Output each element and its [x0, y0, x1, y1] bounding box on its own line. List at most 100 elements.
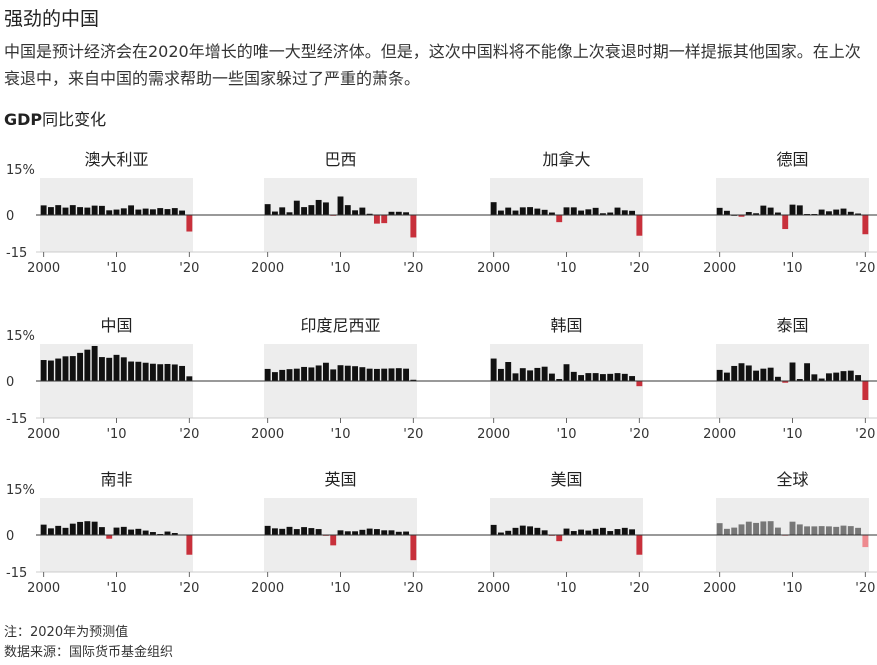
panel-澳大利亚-xtick-label-2020: '20 [179, 261, 199, 276]
panel-加拿大-bar-2010 [563, 207, 570, 215]
panel-中国-bar-2003 [62, 356, 69, 381]
panel-英国-bar-2002 [279, 528, 286, 535]
panel-韩国-bar-2015 [599, 374, 606, 381]
panel-泰国-xtick-label-2020: '20 [855, 427, 875, 442]
panel-巴西-bar-2005 [301, 207, 308, 215]
panel-加拿大-title: 加拿大 [542, 150, 590, 169]
panel-澳大利亚-bar-2010 [113, 209, 120, 215]
panel-南非-bar-2018 [171, 533, 178, 535]
panel-中国-bar-2008 [98, 357, 105, 381]
panel-英国-bar-2000 [264, 525, 271, 535]
panel-韩国-bar-2002 [505, 362, 512, 381]
panel-泰国-bar-2003 [738, 363, 745, 381]
panel-美国-bar-2009 [556, 535, 563, 542]
panel-加拿大-bar-2001 [497, 210, 504, 215]
panel-加拿大-bar-2020 [636, 215, 643, 236]
panel-美国-bar-2017 [614, 529, 621, 535]
panel-南非-bar-2004 [69, 523, 76, 535]
panel-澳大利亚-xtick-label-2000: 2000 [27, 261, 60, 276]
panel-澳大利亚-bar-2004 [69, 205, 76, 215]
panel-全球-bar-2013 [811, 526, 818, 535]
panel-英国-title: 英国 [324, 470, 356, 489]
panel-南非-bar-2011 [120, 526, 127, 535]
panel-加拿大-xtick-label-2010: '10 [556, 261, 576, 276]
panel-中国-xtick-label-2000: 2000 [27, 427, 60, 442]
panel-澳大利亚-ytick-label: -15 [6, 246, 27, 261]
panel-巴西-bar-2002 [279, 207, 286, 215]
panel-印度尼西亚-xtick-label-2000: 2000 [251, 427, 284, 442]
panel-加拿大-bar-2018 [621, 210, 628, 215]
panel-加拿大-bar-2007 [541, 209, 548, 215]
panel-巴西-bar-2018 [395, 211, 402, 215]
panel-德国-bar-2017 [840, 208, 847, 215]
panel-澳大利亚-bar-2008 [98, 205, 105, 215]
panel-德国-bar-2006 [760, 205, 767, 215]
panel-泰国-bar-2019 [855, 375, 862, 381]
panel-全球-bar-2002 [731, 527, 738, 535]
panel-英国-bar-2013 [359, 529, 366, 535]
panel-韩国-xtick-label-2010: '10 [556, 427, 576, 442]
panel-印度尼西亚-bar-2010 [337, 365, 344, 381]
panel-南非-bar-2003 [62, 527, 69, 535]
panel-韩国-bar-2006 [534, 367, 541, 381]
panel-美国-bar-2001 [497, 532, 504, 535]
panel-英国-bar-2018 [395, 531, 402, 535]
panel-全球-title: 全球 [776, 470, 808, 489]
panel-全球-bar-2008 [774, 527, 781, 535]
source-note: 数据来源：国际货币基金组织 [4, 645, 174, 660]
panel-英国-bar-2016 [381, 530, 388, 535]
panel-美国-bar-2007 [541, 530, 548, 535]
panel-全球-bar-2006 [760, 521, 767, 535]
panel-南非-bar-2000 [40, 524, 47, 535]
panel-南非-ytick-label: 0 [6, 529, 14, 544]
panel-全球-bar-2017 [840, 525, 847, 535]
panel-巴西-bar-2006 [308, 205, 315, 215]
panel-全球-bar-2015 [825, 526, 832, 535]
panel-德国-bar-2004 [745, 212, 752, 215]
panel-全球-bar-2019 [855, 527, 862, 535]
panel-南非-bar-2015 [149, 532, 156, 535]
panel-南非-bar-2007 [91, 521, 98, 535]
panel-巴西-bar-2017 [388, 211, 395, 215]
panel-泰国-bar-2015 [825, 373, 832, 381]
panel-英国-bar-2011 [344, 531, 351, 535]
panel-美国-bar-2005 [527, 526, 534, 535]
panel-中国-ytick-label: -15 [6, 412, 27, 427]
panel-澳大利亚-xtick-label-2010: '10 [106, 261, 126, 276]
panel-美国-bar-2002 [505, 530, 512, 535]
panel-美国-bar-2013 [585, 530, 592, 535]
panel-泰国-bar-2009 [782, 381, 789, 383]
panel-巴西-bar-2016 [381, 215, 388, 224]
panel-澳大利亚-bar-2017 [164, 209, 171, 215]
panel-印度尼西亚-bar-2003 [286, 369, 293, 381]
metric-label-bold: GDP [4, 110, 43, 129]
panel-英国-bar-2005 [301, 527, 308, 535]
panel-印度尼西亚-bar-2019 [403, 368, 410, 381]
panel-印度尼西亚-xtick-label-2010: '10 [330, 427, 350, 442]
panel-中国-ytick-label: 0 [6, 375, 14, 390]
panel-韩国-bar-2011 [570, 371, 577, 381]
panel-印度尼西亚-bar-2006 [308, 367, 315, 381]
metric-label: GDP同比变化 [4, 106, 106, 130]
panel-澳大利亚-bar-2006 [84, 207, 91, 215]
panel-澳大利亚-bar-2020 [186, 215, 193, 232]
page-subtitle: 中国是预计经济会在2020年增长的唯一大型经济体。但是，这次中国料将不能像上次衰… [4, 42, 861, 88]
panel-泰国-bar-2016 [833, 372, 840, 381]
panel-美国-bar-2014 [592, 528, 599, 535]
panel-美国-xtick-label-2010: '10 [556, 581, 576, 596]
panel-中国-bar-2012 [128, 361, 135, 381]
panel-加拿大-bar-2009 [556, 215, 563, 223]
panel-印度尼西亚-bar-2012 [352, 366, 359, 381]
panel-美国-bar-2006 [534, 527, 541, 535]
panel-德国-bar-2003 [738, 215, 745, 217]
panel-德国-bar-2005 [753, 213, 760, 215]
panel-南非-xtick-label-2000: 2000 [27, 581, 60, 596]
panel-全球-bar-2005 [753, 522, 760, 535]
panel-中国-bar-2002 [55, 358, 62, 381]
panel-全球-bar-2000 [716, 523, 723, 535]
panel-英国-bar-2003 [286, 526, 293, 535]
panel-全球-bar-2003 [738, 524, 745, 535]
panel-中国-bar-2020 [186, 376, 193, 381]
panel-泰国-bar-2005 [753, 370, 760, 381]
panel-澳大利亚-bar-2014 [142, 208, 149, 215]
